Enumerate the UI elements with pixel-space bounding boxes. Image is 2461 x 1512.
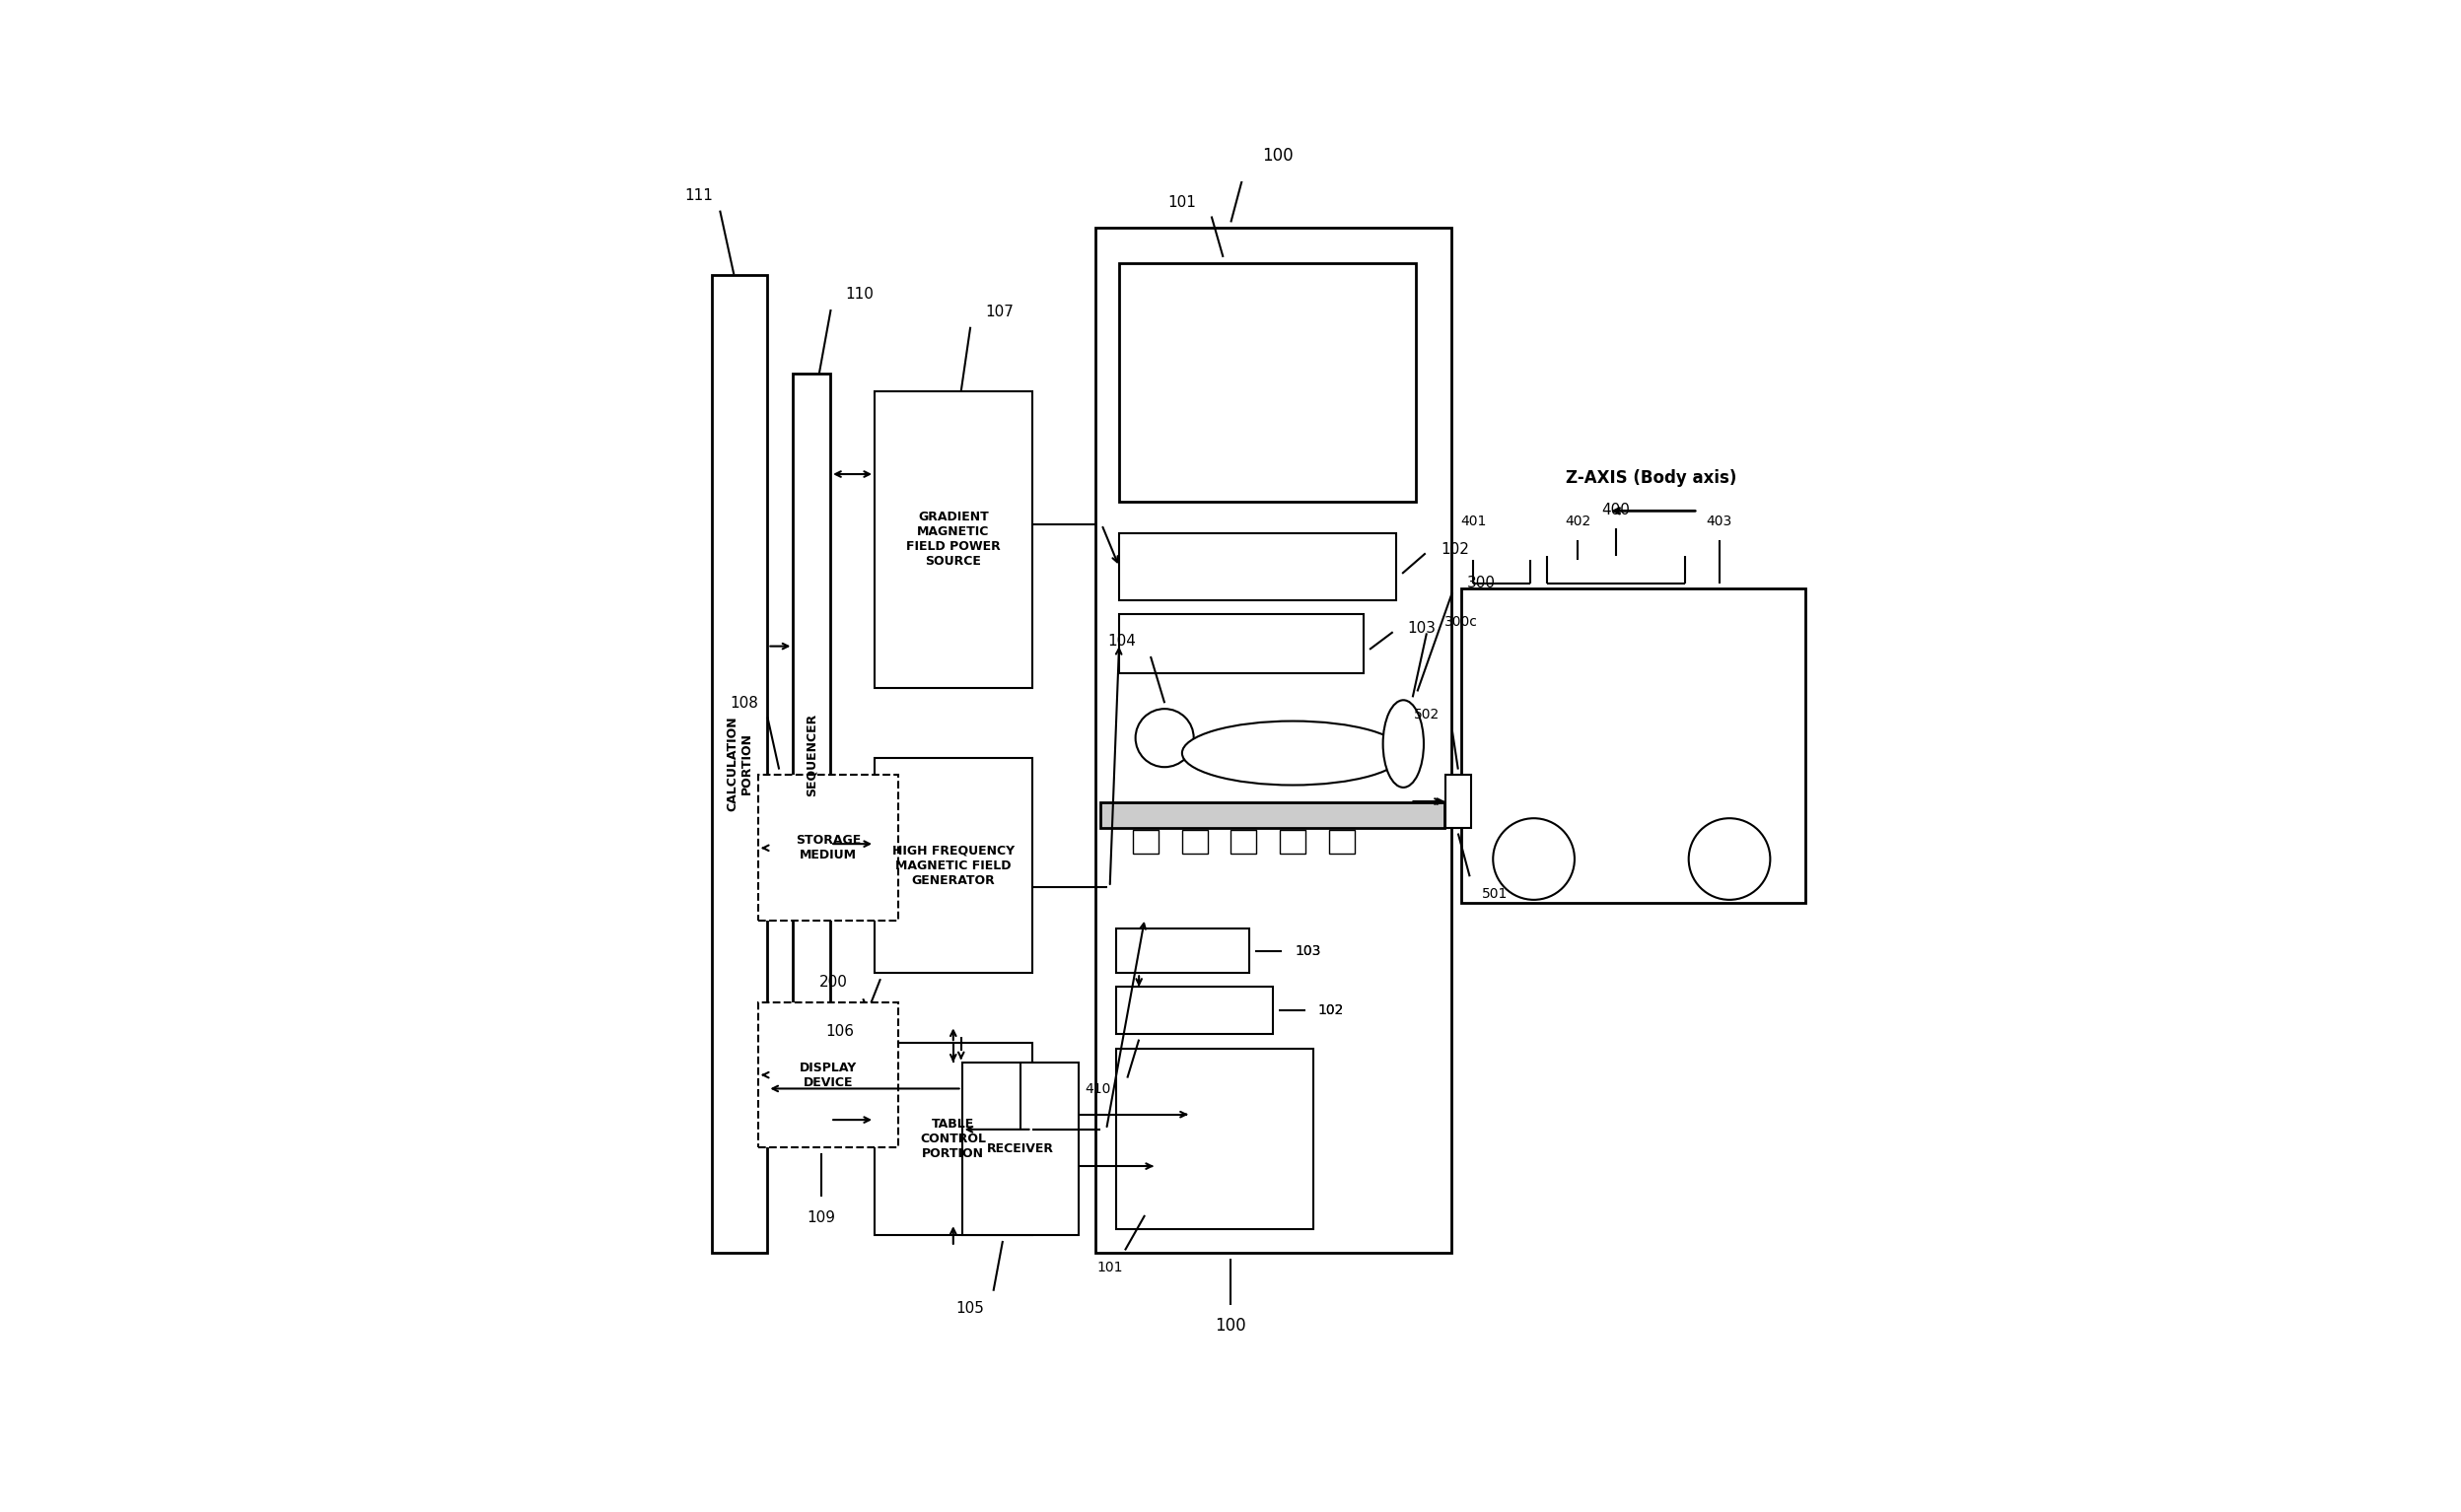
- Bar: [1100, 801, 1445, 827]
- Bar: [1132, 830, 1159, 853]
- Text: 502: 502: [1413, 708, 1440, 721]
- Text: 107: 107: [984, 304, 1014, 319]
- Bar: [1120, 614, 1363, 673]
- Text: 100: 100: [1216, 1317, 1245, 1335]
- Text: 109: 109: [807, 1210, 834, 1225]
- Bar: [874, 1043, 1031, 1235]
- Text: 102: 102: [1319, 1004, 1344, 1018]
- Text: 101: 101: [1169, 195, 1196, 210]
- Ellipse shape: [1383, 700, 1425, 788]
- Bar: [758, 1002, 898, 1148]
- Text: 101: 101: [1098, 1261, 1122, 1275]
- Bar: [1181, 830, 1208, 853]
- Text: 103: 103: [1294, 943, 1322, 959]
- Text: 401: 401: [1459, 514, 1486, 528]
- Bar: [1462, 588, 1804, 903]
- Bar: [962, 1063, 1078, 1235]
- Bar: [792, 373, 829, 1136]
- Bar: [874, 758, 1031, 974]
- Text: STORAGE
MEDIUM: STORAGE MEDIUM: [795, 835, 861, 862]
- Text: DISPLAY
DEVICE: DISPLAY DEVICE: [800, 1061, 856, 1089]
- Text: 111: 111: [684, 187, 714, 203]
- Text: 300c: 300c: [1445, 614, 1479, 629]
- Bar: [1115, 987, 1272, 1034]
- Text: 103: 103: [1408, 621, 1437, 637]
- Text: 102: 102: [1440, 543, 1469, 558]
- Text: TABLE
CONTROL
PORTION: TABLE CONTROL PORTION: [920, 1117, 987, 1160]
- Bar: [1115, 928, 1250, 974]
- Text: 104: 104: [1107, 634, 1135, 649]
- Circle shape: [1688, 818, 1769, 900]
- Text: Z-AXIS (Body axis): Z-AXIS (Body axis): [1565, 469, 1737, 487]
- Text: 300: 300: [1467, 576, 1496, 591]
- Text: 403: 403: [1705, 514, 1733, 528]
- Bar: [1329, 830, 1354, 853]
- Text: 501: 501: [1482, 888, 1509, 901]
- Bar: [758, 776, 898, 921]
- Text: 200: 200: [820, 975, 849, 990]
- Bar: [1120, 534, 1395, 600]
- Text: 106: 106: [824, 1024, 854, 1039]
- Bar: [874, 392, 1031, 688]
- Bar: [1445, 776, 1472, 827]
- Bar: [1120, 263, 1415, 502]
- Ellipse shape: [1181, 721, 1403, 785]
- Bar: [711, 275, 768, 1252]
- Text: 102: 102: [1319, 1004, 1344, 1018]
- Text: 410: 410: [1085, 1083, 1112, 1096]
- Circle shape: [1494, 818, 1575, 900]
- Text: 100: 100: [1262, 147, 1292, 165]
- Text: 108: 108: [731, 696, 758, 711]
- Bar: [1230, 830, 1258, 853]
- Text: GRADIENT
MAGNETIC
FIELD POWER
SOURCE: GRADIENT MAGNETIC FIELD POWER SOURCE: [906, 511, 1002, 569]
- Text: RECEIVER: RECEIVER: [987, 1143, 1053, 1155]
- Text: 105: 105: [955, 1300, 984, 1315]
- Text: 103: 103: [1294, 943, 1322, 959]
- Text: 402: 402: [1565, 514, 1590, 528]
- Text: CALCULATION
PORTION: CALCULATION PORTION: [726, 717, 753, 810]
- Text: SEQUENCER: SEQUENCER: [805, 714, 817, 797]
- Text: HIGH FREQUENCY
MAGNETIC FIELD
GENERATOR: HIGH FREQUENCY MAGNETIC FIELD GENERATOR: [891, 844, 1014, 886]
- Bar: [1115, 1049, 1314, 1229]
- Bar: [1280, 830, 1304, 853]
- Text: 400: 400: [1602, 502, 1632, 517]
- Text: 110: 110: [847, 287, 874, 302]
- Circle shape: [1135, 709, 1194, 767]
- Bar: [1095, 228, 1452, 1252]
